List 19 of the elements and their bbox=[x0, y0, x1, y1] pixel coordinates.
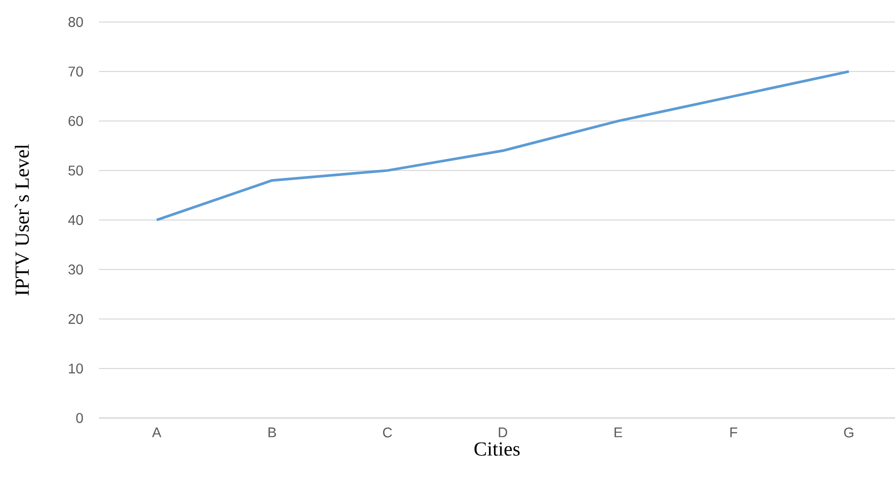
y-axis-title: IPTV User`s Level bbox=[14, 144, 30, 296]
x-tick-label: D bbox=[498, 428, 508, 438]
y-tick-label: 60 bbox=[68, 116, 83, 126]
y-tick-label: 20 bbox=[68, 314, 83, 324]
x-tick-label: G bbox=[844, 428, 854, 438]
y-tick-label: 30 bbox=[68, 264, 83, 274]
x-tick-label: A bbox=[152, 428, 162, 438]
y-tick-label: 70 bbox=[68, 66, 83, 76]
y-tick-label: 40 bbox=[68, 215, 83, 225]
x-tick-label: B bbox=[268, 428, 276, 438]
x-tick-label: C bbox=[383, 428, 392, 438]
x-tick-label: F bbox=[730, 428, 738, 438]
y-tick-label: 80 bbox=[68, 17, 83, 27]
x-axis-title: Cities bbox=[474, 442, 520, 456]
y-tick-label: 50 bbox=[68, 166, 83, 176]
x-tick-label: E bbox=[614, 428, 622, 438]
y-tick-label: 0 bbox=[76, 413, 83, 423]
y-tick-label: 10 bbox=[68, 364, 83, 374]
line-series bbox=[155, 70, 850, 222]
